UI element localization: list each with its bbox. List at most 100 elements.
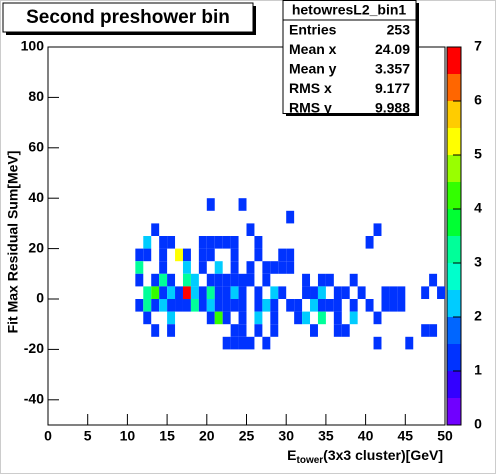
cell (373, 223, 382, 236)
cell (254, 286, 263, 299)
cell (349, 311, 358, 325)
cell (167, 236, 176, 249)
cell (254, 311, 263, 325)
x-label-sub: tower (297, 455, 324, 466)
cell (159, 248, 168, 262)
y-tick-label: 100 (21, 38, 45, 54)
x-label-rest: (3x3 cluster)[GeV] (323, 447, 443, 463)
palette-band (447, 317, 461, 344)
cell (159, 261, 168, 274)
cell (230, 236, 239, 249)
cell (389, 286, 398, 299)
cell (230, 286, 239, 299)
cell (317, 286, 326, 299)
x-tick-label: 40 (358, 428, 374, 444)
cell (254, 299, 263, 312)
cell (198, 261, 207, 274)
cell (190, 286, 199, 299)
cell (349, 273, 358, 287)
cell (270, 311, 279, 325)
cell (206, 236, 215, 249)
cell (310, 299, 318, 312)
cell (206, 286, 215, 299)
cell (214, 311, 223, 325)
cell (333, 299, 342, 312)
palette-band (447, 47, 461, 74)
cell (159, 299, 168, 312)
cell (294, 299, 303, 312)
cell (182, 261, 191, 274)
cell (175, 286, 183, 299)
cell (151, 324, 160, 337)
cell (294, 311, 303, 325)
cell (238, 198, 247, 211)
stats-value: 9.177 (375, 80, 410, 96)
cell (222, 299, 231, 312)
stats-label: RMS x (289, 80, 332, 96)
cell (214, 236, 223, 249)
cell (357, 286, 366, 299)
cell (238, 273, 247, 287)
cell (254, 236, 263, 249)
cell (230, 336, 239, 350)
x-axis-label: Etower(3x3 cluster)[GeV] (287, 447, 443, 466)
cell (230, 261, 239, 274)
cell (262, 273, 271, 287)
stats-name: hetowresL2_bin1 (292, 2, 407, 18)
cell (167, 273, 176, 287)
cell (222, 336, 231, 350)
cell (333, 324, 342, 337)
cell (429, 324, 438, 337)
cell (143, 248, 152, 262)
cell (222, 273, 231, 287)
stats-value: 3.357 (375, 61, 410, 77)
cell (246, 261, 255, 274)
cell (286, 299, 295, 312)
cell (397, 286, 406, 299)
z-tick-label: 7 (474, 38, 482, 54)
cell (238, 299, 247, 312)
cell (230, 273, 239, 287)
cell (198, 236, 207, 249)
cell (206, 273, 215, 287)
cell (143, 236, 152, 249)
cell (167, 299, 176, 312)
cell (270, 324, 279, 337)
cell (317, 273, 326, 287)
cell (381, 286, 390, 299)
cell (167, 286, 176, 299)
cell (341, 286, 350, 299)
cell (182, 273, 191, 287)
cell (333, 286, 342, 299)
x-tick-label: 35 (318, 428, 334, 444)
cell (206, 248, 215, 262)
cell (333, 311, 342, 325)
cell (206, 311, 215, 325)
cell (182, 299, 191, 312)
cell (182, 248, 191, 262)
y-tick-label: 40 (28, 189, 44, 205)
cell (317, 311, 326, 325)
cell (151, 273, 160, 287)
cell (214, 286, 223, 299)
cell (238, 336, 247, 350)
cell (262, 336, 271, 350)
palette-band (447, 263, 461, 290)
cell (381, 299, 390, 312)
palette-band (447, 101, 461, 128)
cell (230, 299, 239, 312)
cell (262, 261, 271, 274)
cell (135, 261, 144, 274)
cell (198, 299, 207, 312)
cell (214, 273, 223, 287)
cell (270, 286, 279, 299)
y-tick-label: 20 (28, 239, 44, 255)
cell (286, 261, 295, 274)
palette-band (447, 155, 461, 182)
cell (365, 236, 374, 249)
cell (302, 311, 311, 325)
cell (238, 324, 247, 337)
cell (222, 286, 231, 299)
palette-band (447, 290, 461, 317)
stats-label: RMS y (289, 100, 332, 116)
